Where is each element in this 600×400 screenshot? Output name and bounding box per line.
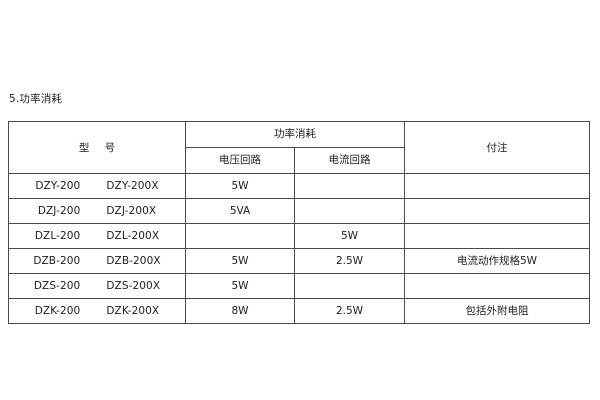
model-code-primary: DZJ-200 xyxy=(37,205,81,217)
header-model-label: 型 号 xyxy=(78,141,122,154)
model-code-primary: DZB-200 xyxy=(33,255,81,267)
table-header: 型 号 功率消耗 付注 电压回路 电流回路 xyxy=(8,121,590,174)
cell-current-circuit: 2.5W xyxy=(294,248,405,274)
model-pair: DZJ-200 DZJ-200X xyxy=(10,200,185,223)
table-row: DZK-200 DZK-200X 8W 2.5W 包括外附电阻 xyxy=(8,298,590,324)
model-code-primary: DZK-200 xyxy=(34,305,81,317)
cell-voltage-circuit: 5W xyxy=(185,173,295,199)
cell-remark xyxy=(404,273,590,299)
cell-model: DZS-200 DZS-200X xyxy=(8,273,186,299)
table-header-row-sub: 电压回路 电流回路 xyxy=(9,147,590,174)
cell-voltage-circuit: 8W xyxy=(185,298,295,324)
cell-model: DZK-200 DZK-200X xyxy=(8,298,186,324)
cell-model: DZL-200 DZL-200X xyxy=(8,223,186,249)
cell-voltage-circuit: 5VA xyxy=(185,198,295,224)
cell-remark: 包括外附电阻 xyxy=(404,298,590,324)
cell-remark xyxy=(404,173,590,199)
cell-voltage-circuit: 5W xyxy=(185,248,295,274)
model-code-variant: DZJ-200X xyxy=(106,205,157,217)
table-row: DZJ-200 DZJ-200X 5VA xyxy=(8,198,590,224)
model-code-variant: DZY-200X xyxy=(106,180,159,192)
table-body: DZY-200 DZY-200X 5W DZJ-200 DZJ-200X xyxy=(8,173,590,324)
header-remark: 付注 xyxy=(404,121,590,174)
cell-current-circuit xyxy=(294,273,405,299)
model-pair: DZS-200 DZS-200X xyxy=(10,275,185,298)
power-consumption-table-wrapper: 型 号 功率消耗 付注 电压回路 电流回路 DZY-200 DZY-200X xyxy=(8,121,590,324)
cell-current-circuit: 5W xyxy=(294,223,405,249)
section-title: 5.功率消耗 xyxy=(9,93,63,105)
cell-remark: 电流动作规格5W xyxy=(404,248,590,274)
header-power-consumption: 功率消耗 xyxy=(185,121,405,148)
cell-voltage-circuit: 5W xyxy=(185,273,295,299)
cell-current-circuit: 2.5W xyxy=(294,298,405,324)
model-pair: DZB-200 DZB-200X xyxy=(10,250,185,273)
table-row: DZS-200 DZS-200X 5W xyxy=(8,273,590,299)
model-code-variant: DZB-200X xyxy=(106,255,161,267)
cell-current-circuit xyxy=(294,198,405,224)
cell-model: DZY-200 DZY-200X xyxy=(8,173,186,199)
model-code-primary: DZY-200 xyxy=(35,180,81,192)
table-header-row-top: 型 号 功率消耗 付注 xyxy=(8,121,590,174)
cell-current-circuit xyxy=(294,173,405,199)
model-code-variant: DZL-200X xyxy=(106,230,160,242)
table-row: DZY-200 DZY-200X 5W xyxy=(8,173,590,199)
cell-remark xyxy=(404,198,590,224)
header-model: 型 号 xyxy=(8,121,186,174)
model-code-variant: DZK-200X xyxy=(106,305,160,317)
model-code-primary: DZS-200 xyxy=(33,280,81,292)
model-code-primary: DZL-200 xyxy=(34,230,81,242)
cell-voltage-circuit xyxy=(185,223,295,249)
header-voltage-circuit: 电压回路 xyxy=(185,147,295,174)
model-pair: DZY-200 DZY-200X xyxy=(10,175,185,198)
cell-remark xyxy=(404,223,590,249)
cell-model: DZB-200 DZB-200X xyxy=(8,248,186,274)
cell-model: DZJ-200 DZJ-200X xyxy=(8,198,186,224)
header-current-circuit: 电流回路 xyxy=(294,147,405,174)
table-row: DZL-200 DZL-200X 5W xyxy=(8,223,590,249)
model-pair: DZK-200 DZK-200X xyxy=(10,300,185,323)
power-consumption-table: 型 号 功率消耗 付注 电压回路 电流回路 DZY-200 DZY-200X xyxy=(8,121,590,324)
model-pair: DZL-200 DZL-200X xyxy=(10,225,185,248)
table-row: DZB-200 DZB-200X 5W 2.5W 电流动作规格5W xyxy=(8,248,590,274)
model-code-variant: DZS-200X xyxy=(106,280,161,292)
